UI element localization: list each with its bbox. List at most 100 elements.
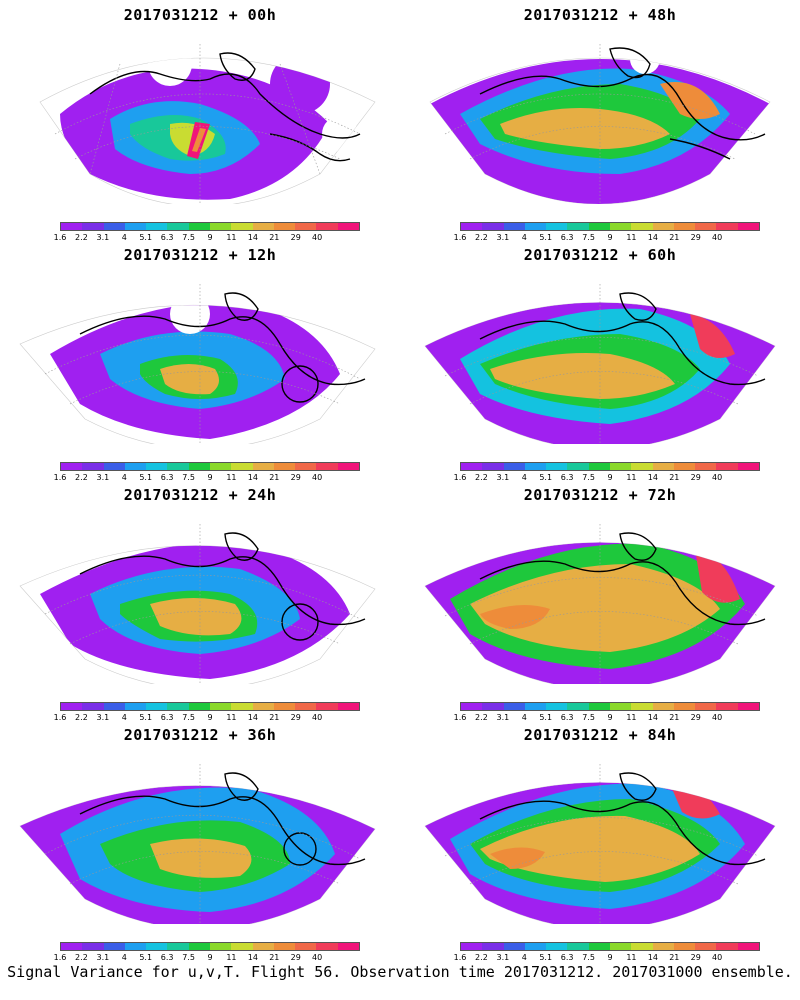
- colorbar-tick-label: 2.2: [475, 233, 488, 242]
- colorbar: [60, 222, 360, 231]
- coastlines: [479, 772, 766, 866]
- colorbar-tick-label: 14: [247, 473, 258, 482]
- map-panel-84h: 2017031212 + 84h: [400, 720, 800, 962]
- colorbar-segment: [252, 463, 274, 470]
- colorbar-tick-label: 6.3: [560, 233, 574, 242]
- colorbar-segment: [695, 463, 717, 470]
- colorbar-tick-label: 2.2: [475, 473, 488, 482]
- map-plot: [424, 524, 776, 684]
- colorbar-segment: [737, 703, 759, 710]
- colorbar-segment: [209, 223, 232, 230]
- colorbar-tick-label: 3.1: [496, 233, 510, 242]
- colorbar-segment: [524, 223, 547, 230]
- colorbar-segment: [737, 463, 759, 470]
- map-plot: [19, 764, 376, 924]
- colorbar-segment: [146, 223, 168, 230]
- colorbar-tick-label: 4: [521, 473, 527, 482]
- map-plot: [39, 44, 376, 204]
- colorbar-tick-label: 4: [521, 713, 527, 722]
- colorbar-tick-label: 14: [247, 953, 258, 962]
- colorbar-segment: [567, 223, 589, 230]
- graticule: [444, 524, 759, 684]
- colorbar-tick-label: 29: [290, 233, 301, 242]
- colorbar-segment: [609, 223, 632, 230]
- colorbar-tick-label: 4: [521, 233, 527, 242]
- colorbar-segment: [103, 703, 125, 710]
- colorbar-segment: [482, 943, 504, 950]
- colorbar-segment: [124, 463, 147, 470]
- colorbar-tick-label: 2.2: [75, 953, 88, 962]
- colorbar-tick-label: 14: [647, 953, 658, 962]
- panel-title: 2017031212 + 12h: [123, 246, 277, 264]
- map-plot: [424, 764, 776, 924]
- graticule: [44, 524, 361, 684]
- colorbar-tick-label: 40: [712, 473, 723, 482]
- map-plot: [429, 44, 771, 204]
- colorbar-tick-label: 21: [269, 473, 280, 482]
- colorbar-tick-label: 7.5: [182, 473, 195, 482]
- panel-title: 2017031212 + 48h: [523, 6, 677, 24]
- graticule: [444, 284, 759, 444]
- colorbar-tick-label: 5.1: [139, 953, 153, 962]
- colorbar-segment: [316, 703, 338, 710]
- colorbar-segment: [673, 703, 696, 710]
- colorbar-tick-label: 7.5: [182, 713, 195, 722]
- colorbar-segment: [716, 703, 738, 710]
- colorbar-segment: [503, 943, 525, 950]
- colorbar-tick-label: 7.5: [582, 233, 595, 242]
- colorbar-tick-label: 2.2: [75, 713, 88, 722]
- colorbar-segment: [146, 463, 168, 470]
- colorbar-segment: [588, 223, 610, 230]
- graticule: [44, 764, 361, 924]
- colorbar-segment: [209, 703, 232, 710]
- colorbar-tick-label: 1.6: [53, 953, 67, 962]
- colorbar-tick-label: 7.5: [582, 473, 595, 482]
- colorbar-segment: [461, 463, 483, 470]
- colorbar: [460, 942, 760, 951]
- colorbar-ticks: 1.6 2.2 3.1 4 5.1 6.3 7.5 9 11 14 21 29 40: [454, 713, 760, 723]
- colorbar-segment: [316, 943, 338, 950]
- colorbar-segment: [737, 943, 759, 950]
- colorbar-tick-label: 6.3: [560, 953, 574, 962]
- colorbar-segment: [273, 943, 296, 950]
- colorbar-ticks: 1.6 2.2 3.1 4 5.1 6.3 7.5 9 11 14 21 29 40: [454, 473, 760, 483]
- colorbar-tick-label: 14: [247, 233, 258, 242]
- colorbar-segment: [652, 463, 674, 470]
- colorbar: [460, 702, 760, 711]
- colorbar-tick-label: 29: [690, 953, 701, 962]
- colorbar: [60, 702, 360, 711]
- colorbar-tick-label: 3.1: [496, 473, 510, 482]
- colorbar-tick-label: 4: [121, 473, 127, 482]
- colorbar-tick-label: 9: [607, 233, 613, 242]
- colorbar-tick-label: 11: [626, 473, 637, 482]
- panel-title: 2017031212 + 24h: [123, 486, 277, 504]
- colorbar-segment: [337, 223, 359, 230]
- colorbar-tick-label: 29: [690, 713, 701, 722]
- colorbar-segment: [82, 223, 104, 230]
- colorbar-segment: [273, 703, 296, 710]
- colorbar-segment: [167, 943, 189, 950]
- colorbar-tick-label: 7.5: [582, 953, 595, 962]
- colorbar-segment: [546, 943, 568, 950]
- colorbar-segment: [461, 943, 483, 950]
- colorbar-tick-label: 21: [669, 713, 680, 722]
- colorbar-segment: [482, 223, 504, 230]
- colorbar-segment: [652, 223, 674, 230]
- colorbar-tick-label: 4: [521, 953, 527, 962]
- coastlines: [479, 47, 766, 160]
- colorbar-segment: [61, 943, 83, 950]
- colorbar-segment: [124, 943, 147, 950]
- colorbar-segment: [652, 703, 674, 710]
- colorbar-segment: [188, 703, 210, 710]
- map-panel-12h: 2017031212 + 12h: [0, 240, 400, 482]
- colorbar-tick-label: 5.1: [539, 473, 553, 482]
- colorbar-tick-label: 40: [312, 713, 323, 722]
- colorbar-tick-label: 6.3: [560, 473, 574, 482]
- colorbar-tick-label: 3.1: [496, 953, 510, 962]
- colorbar-tick-label: 40: [312, 473, 323, 482]
- colorbar-segment: [167, 223, 189, 230]
- colorbar-segment: [146, 703, 168, 710]
- map-panel-36h: 2017031212 + 36h 1.: [0, 720, 400, 962]
- graticule: [44, 284, 361, 444]
